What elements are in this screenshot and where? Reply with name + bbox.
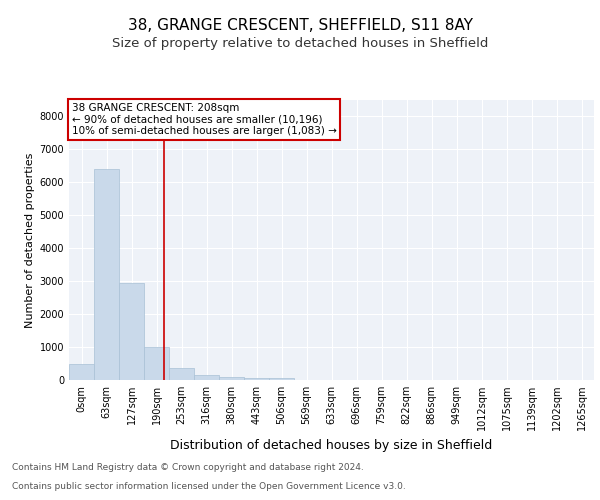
Text: 38 GRANGE CRESCENT: 208sqm
← 90% of detached houses are smaller (10,196)
10% of : 38 GRANGE CRESCENT: 208sqm ← 90% of deta… (71, 103, 337, 136)
Text: Contains HM Land Registry data © Crown copyright and database right 2024.: Contains HM Land Registry data © Crown c… (12, 464, 364, 472)
Text: 38, GRANGE CRESCENT, SHEFFIELD, S11 8AY: 38, GRANGE CRESCENT, SHEFFIELD, S11 8AY (128, 18, 473, 32)
Bar (119, 283, 144, 380)
Text: Contains public sector information licensed under the Open Government Licence v3: Contains public sector information licen… (12, 482, 406, 491)
Text: Size of property relative to detached houses in Sheffield: Size of property relative to detached ho… (112, 38, 488, 51)
Bar (69, 364, 94, 380)
Y-axis label: Number of detached properties: Number of detached properties (25, 152, 35, 328)
X-axis label: Distribution of detached houses by size in Sheffield: Distribution of detached houses by size … (170, 438, 493, 452)
Bar (144, 347, 169, 380)
Bar (194, 375, 219, 380)
Bar (269, 378, 294, 380)
Bar (219, 376, 244, 380)
Bar (169, 368, 194, 380)
Bar (244, 378, 269, 380)
Bar (94, 169, 119, 380)
